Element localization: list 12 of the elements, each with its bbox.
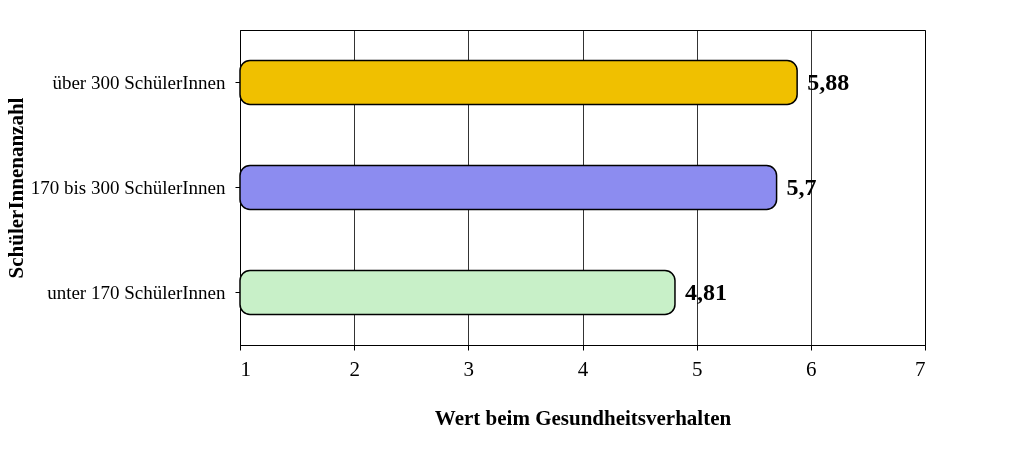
y-axis-title: SchülerInnenanzahl bbox=[3, 97, 28, 279]
y-tick-label: über 300 SchülerInnen bbox=[52, 71, 226, 93]
x-tick-label: 2 bbox=[349, 356, 360, 381]
y-tick-label: 170 bis 300 SchülerInnen bbox=[30, 176, 226, 198]
x-tick-label: 1 bbox=[240, 356, 251, 381]
y-tick-label: unter 170 SchülerInnen bbox=[47, 281, 226, 303]
x-tick-label: 7 bbox=[915, 356, 926, 381]
x-tick-label: 6 bbox=[806, 356, 817, 381]
x-tick-label: 4 bbox=[577, 356, 589, 381]
x-tick-label: 3 bbox=[463, 356, 475, 381]
x-tick-label: 5 bbox=[691, 356, 703, 381]
x-axis-title: Wert beim Gesundheitsverhalten bbox=[434, 405, 732, 430]
